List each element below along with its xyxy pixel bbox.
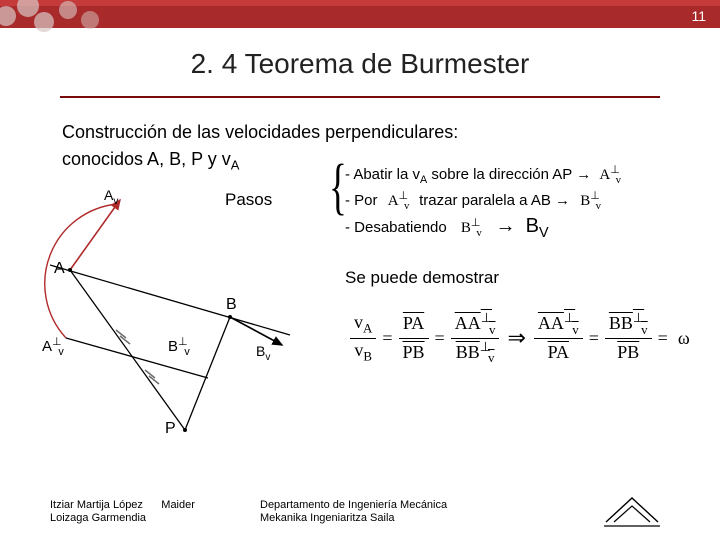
footer: Itziar Martija López Maider Loizaga Garm… <box>0 482 720 530</box>
arrow-icon: → <box>495 215 515 237</box>
step-2-mid: trazar paralela a AB → <box>419 192 570 209</box>
diagram-label-B: B <box>226 296 237 314</box>
geometry-diagram <box>30 180 310 460</box>
step-1: - Abatir la vA sobre la dirección AP → A… <box>345 163 621 186</box>
step-2-pre: - Por <box>345 192 382 209</box>
title-underline <box>60 96 660 98</box>
step-3-pre: - Desabatiendo <box>345 219 447 236</box>
diagram-label-A: A <box>54 260 65 278</box>
demo-text: Se puede demostrar <box>345 268 499 288</box>
diagram-label-P: P <box>165 420 176 438</box>
formula: vA = PA = AA⊥v ⇒ AA⊥v = BB⊥v <box>350 310 694 366</box>
step-1-post: sobre la dirección AP → <box>427 166 591 183</box>
intro-line-1: Construcción de las velocidades perpendi… <box>62 122 458 143</box>
diagram-label-Bperp: B⊥v <box>168 335 190 358</box>
step-3-bv: BV <box>526 215 549 237</box>
diagram-label-Aperp: A⊥v <box>42 335 64 358</box>
header-decoration <box>0 0 110 32</box>
footer-dept: Departamento de Ingeniería Mecánica Meka… <box>260 499 447 527</box>
page-title: 2. 4 Teorema de Burmester <box>0 48 720 80</box>
university-logo <box>602 492 662 530</box>
step-3: - Desabatiendo B⊥v → BV <box>345 215 549 241</box>
diagram-label-Bv: Bv <box>256 343 270 363</box>
diagram-label-Av: Av <box>104 187 118 207</box>
step-2-symbol-a: A⊥v <box>388 193 413 209</box>
intro-line-2: conocidos A, B, P y vA <box>62 149 239 173</box>
step-1-symbol: A⊥v <box>599 167 621 183</box>
intro-line-2-sub: A <box>231 158 240 173</box>
footer-authors: Itziar Martija López Maider Loizaga Garm… <box>50 499 195 527</box>
step-2: - Por A⊥v trazar paralela a AB → B⊥v <box>345 189 601 212</box>
page-number: 11 <box>691 8 706 24</box>
step-2-symbol-b: B⊥v <box>580 193 601 209</box>
header-bar: 11 <box>0 0 720 32</box>
step-1-pre: - Abatir la v <box>345 166 420 183</box>
intro-line-2-pre: conocidos A, B, P y v <box>62 149 231 169</box>
step-3-symbol: B⊥v <box>461 220 486 236</box>
